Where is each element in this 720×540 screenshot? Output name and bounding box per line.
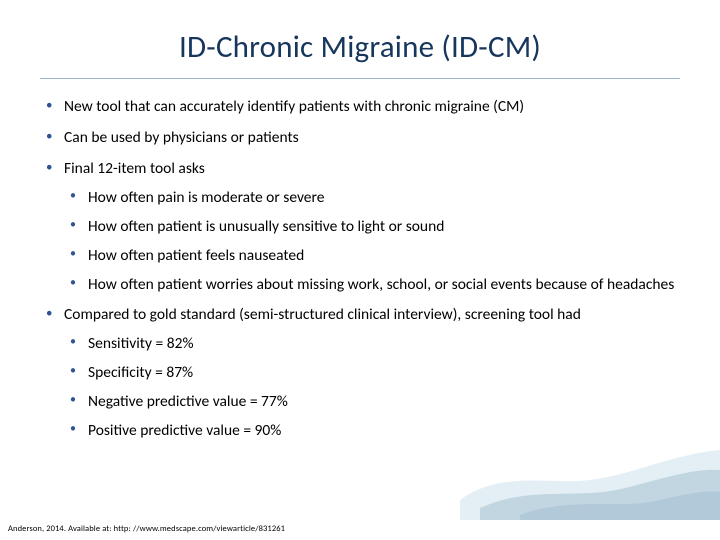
bullet-text: Compared to gold standard (semi-structur… <box>64 305 581 324</box>
bullet-text: Final 12-item tool asks <box>64 159 205 178</box>
slide: ID-Chronic Migraine (ID-CM) New tool tha… <box>0 0 720 540</box>
sub-bullet-item: How often patient is unusually sensitive… <box>64 217 680 238</box>
sub-bullet-list: How often pain is moderate or severe How… <box>64 188 680 296</box>
bullet-item: Final 12-item tool asks How often pain i… <box>40 159 680 296</box>
sub-bullet-item: How often patient feels nauseated <box>64 246 680 267</box>
slide-title: ID-Chronic Migraine (ID-CM) <box>40 28 680 79</box>
bullet-list: New tool that can accurately identify pa… <box>40 97 680 442</box>
bullet-text: New tool that can accurately identify pa… <box>64 97 524 116</box>
sub-bullet-text: Specificity = 87% <box>88 363 193 382</box>
sub-bullet-text: How often pain is moderate or severe <box>88 188 324 207</box>
sub-bullet-text: Positive predictive value = 90% <box>88 421 281 440</box>
sub-bullet-text: Sensitivity = 82% <box>88 334 194 353</box>
sub-bullet-item: Negative predictive value = 77% <box>64 392 680 413</box>
citation-text: Anderson, 2014. Available at: http: //ww… <box>8 524 285 534</box>
sub-bullet-text: How often patient worries about missing … <box>88 275 674 294</box>
bullet-item: New tool that can accurately identify pa… <box>40 97 680 118</box>
sub-bullet-list: Sensitivity = 82% Specificity = 87% Nega… <box>64 334 680 442</box>
bullet-item: Can be used by physicians or patients <box>40 128 680 149</box>
sub-bullet-item: Specificity = 87% <box>64 363 680 384</box>
sub-bullet-text: Negative predictive value = 77% <box>88 392 288 411</box>
sub-bullet-item: Positive predictive value = 90% <box>64 421 680 442</box>
bullet-text: Can be used by physicians or patients <box>64 128 299 147</box>
bullet-item: Compared to gold standard (semi-structur… <box>40 305 680 442</box>
sub-bullet-item: Sensitivity = 82% <box>64 334 680 355</box>
sub-bullet-item: How often patient worries about missing … <box>64 275 680 296</box>
sub-bullet-item: How often pain is moderate or severe <box>64 188 680 209</box>
sub-bullet-text: How often patient feels nauseated <box>88 246 304 265</box>
sub-bullet-text: How often patient is unusually sensitive… <box>88 217 444 236</box>
